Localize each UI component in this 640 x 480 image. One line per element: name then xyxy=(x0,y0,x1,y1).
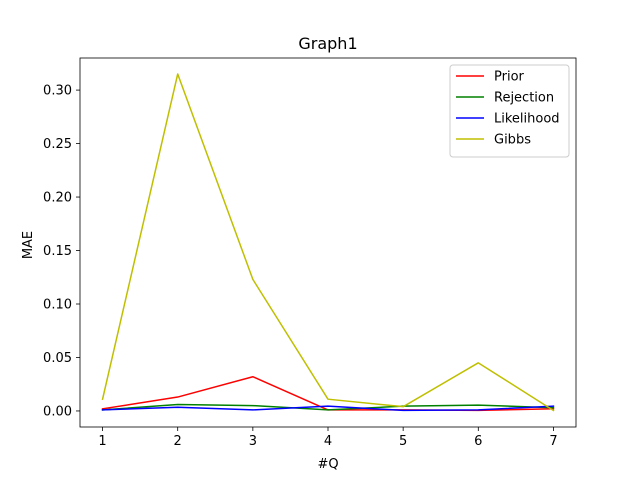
x-tick-label: 6 xyxy=(474,434,482,449)
y-tick-label: 0.10 xyxy=(43,298,72,313)
x-tick-label: 5 xyxy=(399,434,407,449)
y-tick-label: 0.00 xyxy=(43,404,72,419)
x-tick-label: 1 xyxy=(98,434,106,449)
y-tick-label: 0.15 xyxy=(43,244,72,259)
x-tick-label: 4 xyxy=(324,434,332,449)
chart-title: Graph1 xyxy=(298,34,357,53)
x-tick-label: 7 xyxy=(549,434,557,449)
series-line-likelihood xyxy=(101,405,555,412)
legend-label-prior: Prior xyxy=(494,70,525,85)
x-tick-label: 2 xyxy=(174,434,182,449)
y-tick-label: 0.20 xyxy=(43,191,72,206)
y-tick-label: 0.30 xyxy=(43,84,72,99)
x-axis-label: #Q xyxy=(317,457,338,472)
series-line-rejection xyxy=(101,403,555,411)
legend-label-gibbs: Gibbs xyxy=(494,133,531,148)
series-line-gibbs xyxy=(101,73,555,412)
y-tick-label: 0.25 xyxy=(43,137,72,152)
legend-label-likelihood: Likelihood xyxy=(494,112,560,127)
y-tick-label: 0.05 xyxy=(43,351,72,366)
legend-label-rejection: Rejection xyxy=(494,91,554,106)
legend: Prior Rejection Likelihood Gibbs xyxy=(449,64,570,158)
y-axis-label: MAE xyxy=(21,231,36,259)
plot-area: 1 2 3 4 5 6 7 0.00 0.05 0.10 0.15 0.20 0.25 0.30 xyxy=(43,57,577,449)
x-tick-label: 3 xyxy=(249,434,257,449)
legend-box xyxy=(449,64,570,158)
